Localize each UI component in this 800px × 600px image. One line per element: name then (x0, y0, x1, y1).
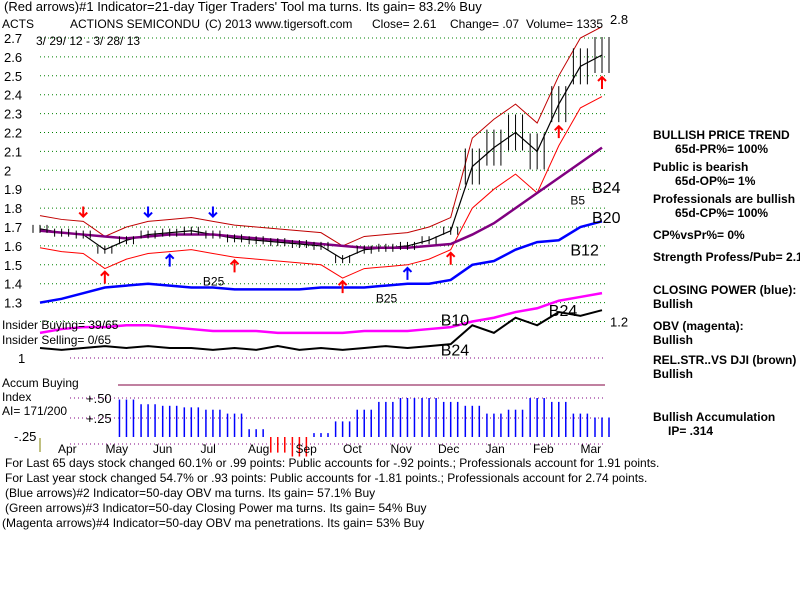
company-name: ACTIONS SEMICONDU (70, 17, 201, 31)
y-tick-label: 1.6 (4, 239, 22, 254)
month-label: Nov (391, 442, 412, 456)
month-label: Apr (58, 442, 77, 456)
up-arrow-icon (164, 253, 175, 267)
footer-line: For Last 65 days stock changed 60.1% or … (5, 456, 660, 470)
footer-line: For Last year stock changed 54.7% or .93… (5, 471, 648, 485)
signal-label: B10 (441, 312, 470, 329)
date-range: 3/ 29/ 12 - 3/ 28/ 13 (36, 34, 141, 48)
insider-buying: Insider Buying= 39/65 (2, 318, 119, 332)
lower-tick-label: -.25 (14, 429, 36, 444)
price-trend: BULLISH PRICE TREND (653, 128, 790, 142)
price-line (39, 54, 603, 260)
signal-label: B24 (549, 303, 578, 320)
insider-selling: Insider Selling= 0/65 (2, 333, 112, 347)
up-arrow-icon (229, 258, 240, 273)
y-tick-label: 2.8 (610, 12, 628, 27)
signal-label: B25 (376, 292, 398, 306)
copyright: (C) 2013 www.tigersoft.com (205, 17, 353, 31)
public-status: Public is bearish (653, 160, 749, 174)
signal-label: B25 (203, 275, 225, 289)
volume-value: Volume= 1335 (526, 17, 604, 31)
footer-line: (Green arrows)#3 Indicator=50-day Closin… (5, 501, 427, 515)
month-label: Jun (153, 442, 172, 456)
y-tick-label: 2 (4, 163, 11, 178)
closing-power-line (39, 220, 603, 304)
change-value: Change= .07 (450, 17, 520, 31)
y-tick-label: 1.8 (4, 201, 22, 216)
month-label: Jul (201, 442, 216, 456)
y-tick-label: 1.3 (4, 296, 22, 311)
month-label: Feb (533, 442, 554, 456)
signal-label: B24 (592, 180, 621, 197)
y-tick-label: 2.1 (4, 144, 22, 159)
op-value: 65d-OP%= 1% (675, 174, 756, 188)
y-tick-label: 1.5 (4, 258, 22, 273)
close-value: Close= 2.61 (372, 17, 437, 31)
y-tick-label: 2.4 (4, 88, 22, 103)
up-arrow-icon (445, 251, 456, 265)
pr-value: 65d-PR%= 100% (675, 142, 769, 156)
down-arrow-icon (78, 206, 88, 218)
signal-label: B12 (570, 242, 599, 259)
obv-label: OBV (magenta): (653, 319, 744, 333)
month-label: Aug (248, 442, 269, 456)
month-label: Dec (438, 442, 459, 456)
footer-line: (Magenta arrows)#4 Indicator=50-day OBV … (2, 516, 425, 530)
month-label: Sep (296, 442, 318, 456)
up-arrow-icon (554, 124, 564, 139)
rs-label: REL.STR..VS DJI (brown) (653, 353, 797, 367)
y-tick-label: 2.2 (4, 126, 22, 141)
y-tick-label: 1.9 (4, 182, 22, 197)
rs-status: Bullish (653, 367, 694, 381)
cpvspr-value: CP%vsPr%= 0% (653, 228, 745, 242)
accum-index: Index (2, 390, 32, 404)
y-tick-label: 2.5 (4, 69, 22, 84)
up-arrow-icon (337, 279, 348, 294)
ip-value: IP= .314 (668, 424, 714, 438)
ticker: ACTS (2, 17, 35, 31)
indicator1-text: (Red arrows)#1 Indicator=21-day Tiger Tr… (4, 0, 482, 14)
pros-status: Professionals are bullish (653, 192, 796, 206)
ai-value: AI= 171/200 (2, 404, 68, 418)
y-tick-label: 2.7 (4, 31, 22, 46)
strength-value: Strength Profess/Pub= 2.1 (653, 250, 800, 264)
down-arrow-icon (143, 206, 153, 218)
month-label: Oct (343, 442, 362, 456)
month-label: Mar (581, 442, 602, 456)
y-tick-label: 2.6 (4, 50, 22, 65)
lower-band (39, 96, 603, 279)
month-label: Jan (486, 442, 505, 456)
signal-label: B20 (592, 210, 621, 227)
y-tick-label: 1.4 (4, 277, 22, 292)
signal-label: B24 (441, 343, 470, 360)
rel-strength-dji-line (39, 309, 603, 351)
up-arrow-icon (597, 75, 607, 90)
cp-label: CLOSING POWER (blue): (653, 283, 797, 297)
y-tick-label: 1.7 (4, 220, 22, 235)
obv-line (39, 291, 603, 335)
accum-label: Bullish Accumulation (653, 410, 776, 424)
signal-label: B5 (570, 193, 585, 207)
down-arrow-icon (208, 206, 218, 218)
obv-status: Bullish (653, 333, 694, 347)
cp-value: 65d-CP%= 100% (675, 206, 769, 220)
cp-status: Bullish (653, 297, 694, 311)
up-arrow-icon (402, 266, 413, 280)
upper-band (39, 26, 603, 247)
y-tick-label: 2.3 (4, 107, 22, 122)
y-tick-label: 1.2 (610, 315, 628, 330)
up-arrow-icon (100, 270, 110, 284)
lower-tick-label: 1 (18, 351, 25, 366)
month-label: May (106, 442, 129, 456)
footer-line: (Blue arrows)#2 Indicator=50-day OBV ma … (5, 486, 376, 500)
accum-title: Accum Buying (2, 376, 79, 390)
